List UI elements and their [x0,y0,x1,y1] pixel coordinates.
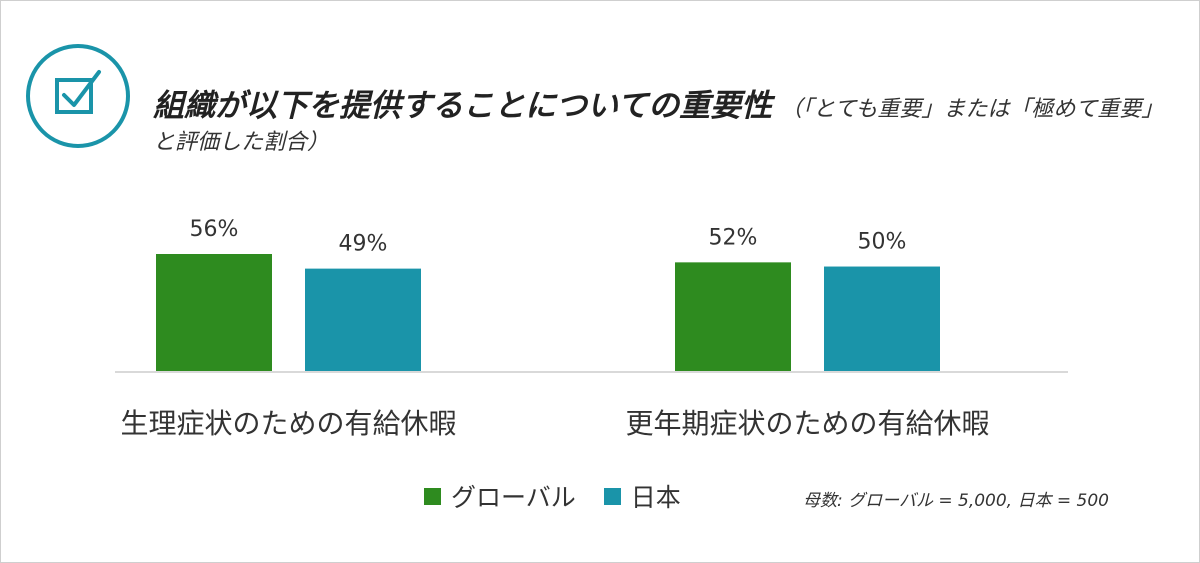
chart-title: 組織が以下を提供することについての重要性 [153,88,773,124]
chart-subtitle-part1: （「とても重要」または「極めて重要」 [780,97,1164,122]
chart-title-line: 組織が以下を提供することについての重要性 （「とても重要」または「極めて重要」 [153,80,1163,125]
bar-global-0 [156,254,272,371]
legend-swatch-japan [603,487,621,505]
data-label-japan-0: 49% [339,232,388,257]
legend-swatch-global [424,487,441,505]
legend-label-japan: 日本 [630,483,681,512]
category-label-1: 更年期症状のための有給休暇 [625,407,989,440]
bar-global-1 [675,262,791,371]
legend-item-japan: 日本 [603,478,681,514]
category-label-0: 生理症状のための有給休暇 [120,407,456,440]
legend-label-global: グローバル [451,483,576,512]
data-label-japan-1: 50% [858,230,907,255]
data-label-global-1: 52% [709,225,758,250]
checkbox-check-icon [24,42,132,150]
legend-item-global: グローバル [424,478,576,514]
sample-size-note: 母数: グローバル = 5,000, 日本 = 500 [803,491,1109,511]
data-label-global-0: 56% [190,217,239,242]
bar-chart: 56% 49% 生理症状のための有給休暇 52% 50% 更年期症状のための有給休暇 [115,217,1068,440]
bar-japan-1 [824,266,940,371]
bar-japan-0 [305,268,421,371]
chart-subtitle-part2: と評価した割合） [153,130,330,155]
legend: グローバル 日本 [424,478,709,514]
